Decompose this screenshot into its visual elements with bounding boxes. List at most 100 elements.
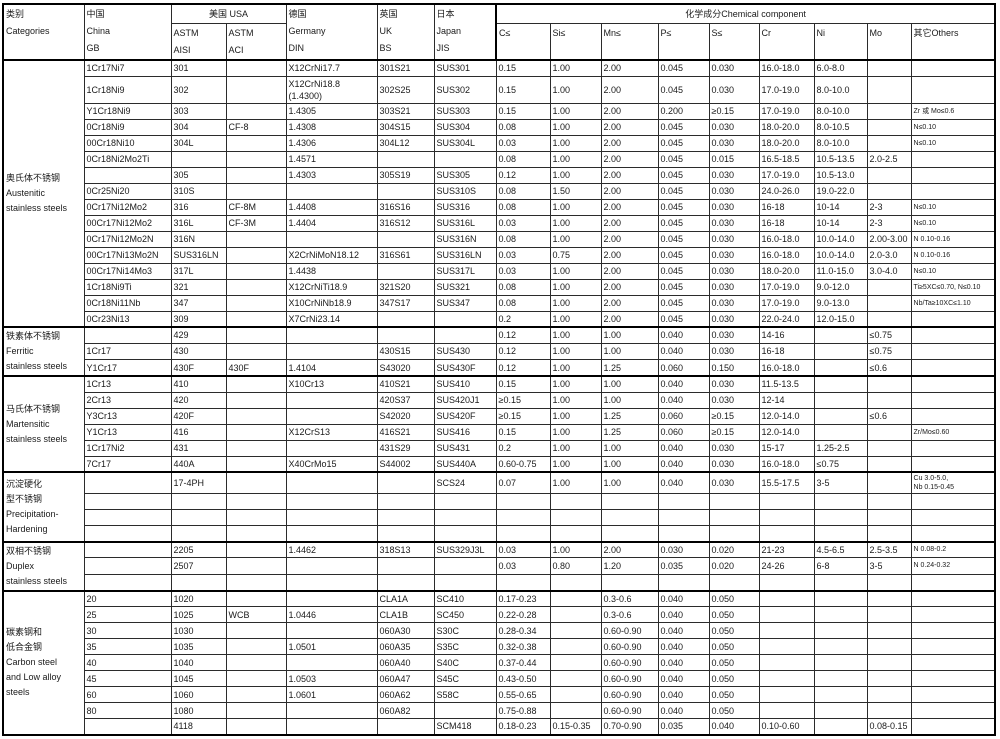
cell-s: 0.030 [708,198,760,216]
cell-mn: 2.00 [600,118,659,136]
cell-cr [758,702,815,719]
cell-din [285,182,378,200]
cell-cr: 16.0-18.0 [758,59,815,77]
cell-si: 1.50 [549,182,602,200]
cell-si: 1.00 [549,278,602,296]
cell-cr: 22.0-24.0 [758,310,815,328]
cell-bs: 316S61 [376,246,435,264]
cell-gb: 0Cr18Ni11Nb [83,294,172,312]
cell-cr: 0.10-0.60 [758,718,815,735]
cell-gb: 0Cr17Ni12Mo2N [83,230,172,248]
cell-others: N≤0.10 [910,198,996,216]
cell-aisi: 420F [170,407,227,425]
cell-din: X7CrNi23.14 [285,310,378,328]
cell-p: 0.040 [657,622,710,639]
cell-jis: SUS316N [433,230,497,248]
table-row: 35 1035 1.0501 060A35 S35C 0.32-0.38 0.60-0.90… [3,638,996,655]
cell-jis [433,525,497,542]
cell-cr: 16-18 [758,214,815,232]
cell-others [910,493,996,510]
cell-aci [225,702,287,719]
cell-s: 0.030 [708,75,760,104]
cell-s [708,525,760,542]
cell-c: 0.08 [495,198,551,216]
cell-din: 1.4104 [285,359,378,377]
cell-jis: SUS430F [433,359,497,377]
cell-p: 0.060 [657,407,710,425]
cell-others [910,638,996,655]
cell-s: 0.030 [708,214,760,232]
cell-mo [866,686,912,703]
cell-si: 1.00 [549,75,602,104]
cell-p: 0.045 [657,198,710,216]
cell-jis: SUS302 [433,75,497,104]
cell-ni: 10.5-13.5 [813,150,868,168]
cell-c: 0.12 [495,342,551,361]
cell-si: 1.00 [549,214,602,232]
cell-aisi: 310S [170,182,227,200]
table-row: 1Cr17 430 430S15 SUS430 0.12 1.00 1.00 0.040 0.0… [3,342,996,361]
cell-aisi: 303 [170,102,227,120]
cell-mo: 2.00-3.00 [866,230,912,248]
table-row: 0Cr23Ni13 309 X7CrNi23.14 0.2 1.00 2.00 0.045 0… [3,310,996,328]
cell-jis: SUS416 [433,423,497,441]
header-c: C≤ [495,23,551,61]
steel-grade-table: 类别 Categories 中国 China GB 美国 USA 德国 Germ… [2,3,997,736]
cell-others: Cu 3.0-5.0, Nb 0.15-0.45 [910,471,996,494]
cell-ni: 11.0-15.0 [813,262,868,280]
cell-gb: 00Cr18Ni10 [83,134,172,152]
cell-mn: 0.60-0.90 [600,702,659,719]
cell-gb [83,509,172,526]
cell-others: N≤0.10 [910,214,996,232]
table-body: 奥氏体不锈钢 Austenitic stainless steels 1Cr17N… [2,59,996,735]
cell-ni: 10-14 [813,214,868,232]
cell-mo [866,134,912,152]
cell-jis [433,150,497,168]
cell-c: 0.37-0.44 [495,654,551,671]
cell-aisi: 2507 [170,557,227,575]
cell-aisi [170,150,227,168]
category-cell: 马氏体不锈钢 Martensitic stainless steels [2,375,85,473]
cell-c: 0.08 [495,294,551,312]
cell-ni: 4.5-6.5 [813,540,868,559]
cell-ni: 10.0-14.0 [813,230,868,248]
cell-mo [866,702,912,719]
cell-ni [813,670,868,687]
cell-bs: 060A30 [376,622,435,639]
cell-aisi: 347 [170,294,227,312]
cell-jis: SUS304 [433,118,497,136]
cell-cr [758,670,815,687]
cell-aci [225,439,287,457]
cell-p: 0.035 [657,557,710,575]
table-row: 25 1025 WCB 1.0446 CLA1B SC450 0.22-0.28 0.3-0.… [3,606,996,623]
cell-jis: SUS316 [433,198,497,216]
cell-jis [433,325,497,344]
cell-si [549,702,602,719]
cell-others [910,589,996,607]
cell-aci [225,557,287,575]
cell-bs: 321S20 [376,278,435,296]
cell-bs: 305S19 [376,166,435,184]
cell-aisi [170,573,227,592]
header-s: S≤ [708,23,760,61]
cell-c: 0.03 [495,246,551,264]
cell-mn: 0.60-0.90 [600,654,659,671]
cell-p: 0.045 [657,75,710,104]
cell-mn [600,525,659,542]
table-row: 305 1.4303 305S19 SUS305 0.12 1.00 2.00 0.045 0.… [3,166,996,184]
header-astm-aci: ASTM ACI [225,23,287,61]
cell-gb: 7Cr17 [83,455,172,473]
table-row: 1Cr17Ni2 431 431S29 SUS431 0.2 1.00 1.00 0.040 0… [3,439,996,457]
cell-cr [758,638,815,655]
cell-mn: 2.00 [600,230,659,248]
cell-mn: 0.60-0.90 [600,670,659,687]
cell-s: 0.030 [708,342,760,361]
cell-mn: 1.00 [600,342,659,361]
cell-ni [813,622,868,639]
cell-aisi: SUS316LN [170,246,227,264]
cell-mo [866,638,912,655]
cell-gb: Y1Cr18Ni9 [83,102,172,120]
cell-aci [225,262,287,280]
cell-din: 1.4303 [285,166,378,184]
cell-s: 0.030 [708,278,760,296]
